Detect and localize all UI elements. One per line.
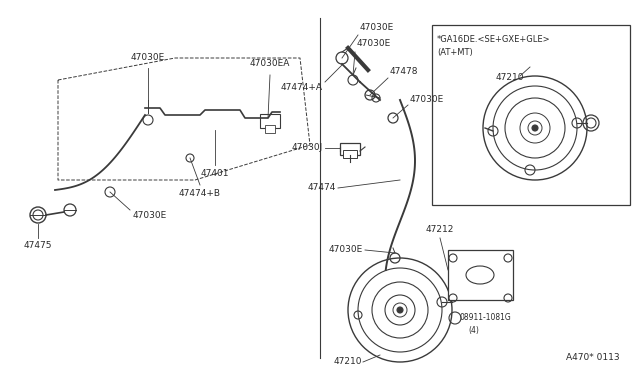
Bar: [260, 114, 280, 128]
Ellipse shape: [466, 266, 494, 284]
Text: 47474+B: 47474+B: [179, 189, 221, 198]
Text: (4): (4): [468, 326, 479, 334]
Circle shape: [532, 125, 538, 131]
Text: 47478: 47478: [390, 67, 419, 77]
Bar: [448, 250, 513, 300]
Text: 47030E: 47030E: [329, 246, 363, 254]
Text: 47030E: 47030E: [133, 211, 167, 219]
Text: 47030E: 47030E: [410, 96, 444, 105]
Text: 47030E: 47030E: [357, 39, 391, 48]
Circle shape: [397, 307, 403, 313]
Text: 47030E: 47030E: [131, 54, 165, 62]
Text: 08911-1081G: 08911-1081G: [459, 314, 511, 323]
Text: 47210: 47210: [333, 357, 362, 366]
Text: 47030EA: 47030EA: [250, 58, 290, 67]
Bar: [340, 143, 360, 155]
Text: (AT+MT): (AT+MT): [437, 48, 473, 58]
Text: 47474: 47474: [308, 183, 336, 192]
Bar: [432, 25, 630, 205]
Text: 47401: 47401: [201, 169, 229, 177]
Bar: [343, 150, 357, 158]
Text: 47210: 47210: [496, 73, 524, 81]
Text: 47475: 47475: [24, 241, 52, 250]
Text: 47212: 47212: [426, 225, 454, 234]
Text: 47030J: 47030J: [292, 144, 323, 153]
Bar: [265, 125, 275, 133]
Text: *GA16DE.<SE+GXE+GLE>: *GA16DE.<SE+GXE+GLE>: [437, 35, 550, 45]
Text: 47030E: 47030E: [360, 23, 394, 32]
Text: 47474+A: 47474+A: [281, 83, 323, 92]
Text: A470* 0113: A470* 0113: [566, 353, 620, 362]
